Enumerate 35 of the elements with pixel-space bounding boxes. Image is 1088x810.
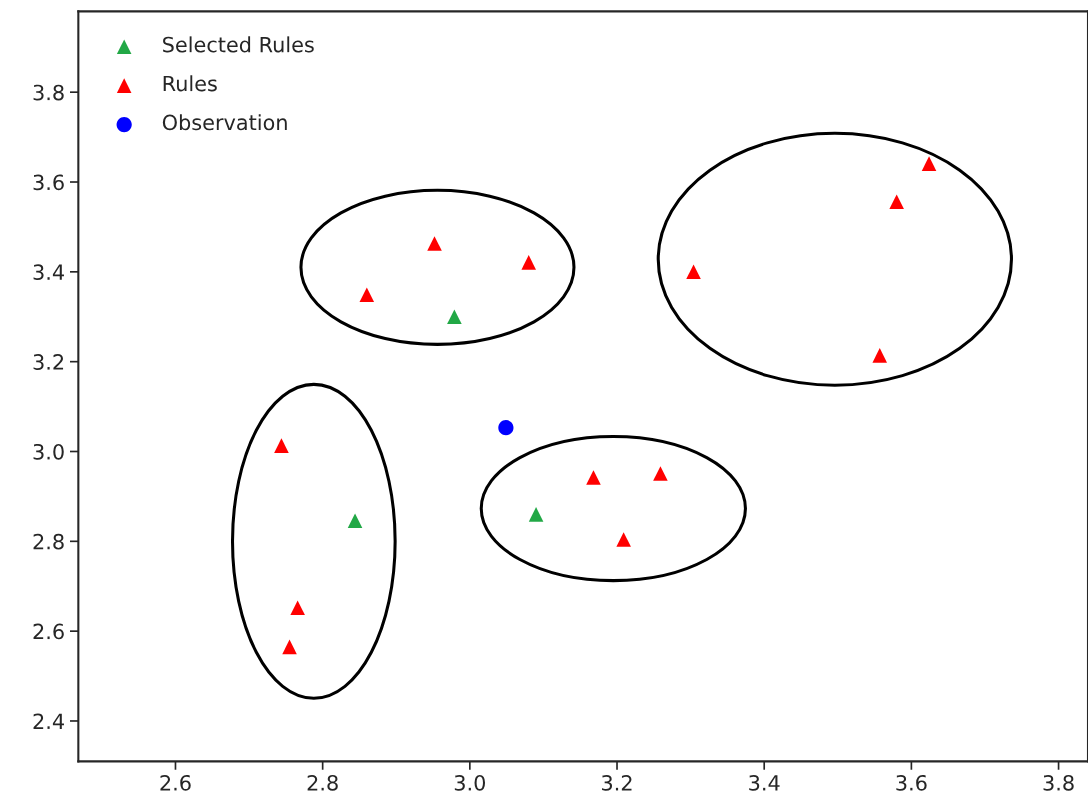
point [653,466,668,481]
point [290,600,305,616]
point [347,513,363,528]
x-tick-label: 3.4 [749,774,780,791]
point [586,470,601,485]
point [282,639,297,655]
point [528,507,544,522]
x-tick-label: 2.6 [160,774,191,791]
point [686,264,701,280]
legend-label: Selected Rules [163,36,314,53]
point [359,287,375,303]
point [498,420,514,436]
x-tick-label: 3.6 [896,774,927,791]
point [521,255,536,270]
x-tick-label: 3.0 [454,774,486,791]
x-tick-label: 2.8 [307,774,338,791]
x-tick-label: 3.2 [602,774,632,791]
point [447,309,462,325]
y-tick-label: 3.0 [33,443,64,460]
point [921,156,937,171]
point [889,194,904,210]
point [427,236,442,251]
legend-label: Rules [163,75,217,92]
x-tick-label: 3.8 [1043,774,1074,791]
y-tick-label: 2.6 [33,623,64,640]
y-tick-label: 3.8 [33,84,64,101]
legend-label: Observation [162,114,287,131]
y-tick-label: 3.4 [33,264,64,281]
point [274,438,289,453]
point [616,532,631,547]
y-tick-label: 3.2 [33,354,64,370]
point [872,348,888,363]
y-tick-label: 3.6 [33,174,64,191]
y-tick-label: 2.8 [33,533,64,550]
y-tick-label: 2.4 [33,713,64,729]
